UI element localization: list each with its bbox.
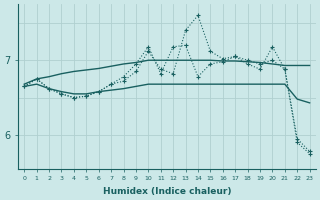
X-axis label: Humidex (Indice chaleur): Humidex (Indice chaleur) (103, 187, 231, 196)
